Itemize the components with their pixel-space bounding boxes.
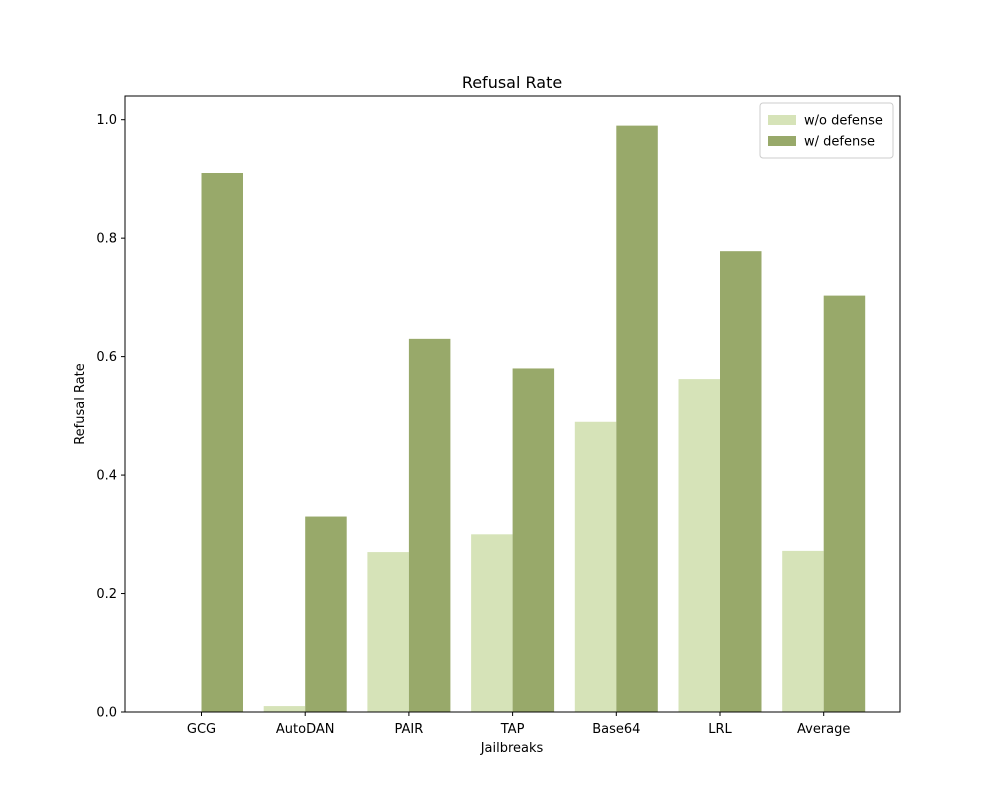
bar-with-defense-base64 bbox=[616, 125, 658, 713]
legend-label: w/ defense bbox=[804, 135, 875, 150]
x-tick-label: PAIR bbox=[395, 722, 424, 737]
bar-with-defense-autodan bbox=[305, 516, 347, 712]
y-tick-label: 0.2 bbox=[96, 587, 117, 602]
legend-swatch bbox=[768, 115, 796, 125]
bar-without-defense-base64 bbox=[574, 421, 617, 712]
x-axis-label: Jailbreaks bbox=[480, 741, 544, 756]
x-tick-label: Average bbox=[797, 722, 850, 737]
bar-with-defense-average bbox=[823, 295, 866, 712]
chart-title: Refusal Rate bbox=[462, 73, 562, 92]
legend-box bbox=[759, 102, 894, 159]
bar-with-defense-pair bbox=[408, 338, 451, 712]
y-axis-label: Refusal Rate bbox=[73, 363, 88, 445]
bar-without-defense-tap bbox=[471, 534, 513, 712]
legend-label: w/o defense bbox=[804, 114, 883, 129]
bar-with-defense-lrl bbox=[720, 251, 762, 712]
y-tick-label: 1.0 bbox=[96, 113, 117, 128]
bar-without-defense-pair bbox=[367, 552, 409, 712]
x-tick-label: Base64 bbox=[592, 722, 640, 737]
x-tick-label: AutoDAN bbox=[276, 722, 335, 737]
x-tick-label: LRL bbox=[708, 722, 732, 737]
y-tick-label: 0.4 bbox=[96, 469, 117, 484]
bar-without-defense-autodan bbox=[263, 706, 306, 712]
bar-without-defense-average bbox=[782, 550, 824, 712]
y-tick-label: 0.8 bbox=[96, 232, 117, 247]
legend: w/o defense w/ defense bbox=[759, 102, 894, 159]
x-tick-label: GCG bbox=[187, 722, 216, 737]
y-tick-label: 0.0 bbox=[96, 706, 117, 721]
bar-without-defense-lrl bbox=[678, 379, 720, 712]
bar-with-defense-tap bbox=[512, 368, 555, 712]
legend-swatch bbox=[768, 136, 796, 146]
bar-with-defense-gcg bbox=[201, 173, 243, 712]
y-tick-label: 0.6 bbox=[96, 350, 117, 365]
x-tick-label: TAP bbox=[500, 722, 525, 737]
